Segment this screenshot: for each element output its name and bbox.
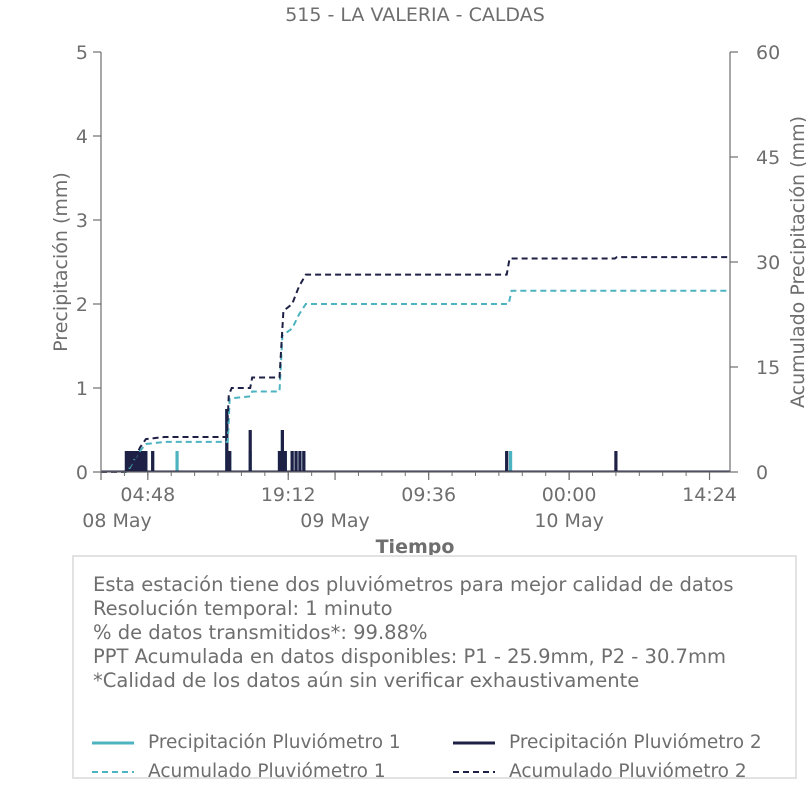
- info-line-resolution: Resolución temporal: 1 minuto: [93, 597, 393, 620]
- x-tick-label-0936: 09:36: [401, 484, 456, 506]
- bar-2-13: [228, 451, 232, 472]
- bar-2-9: [142, 451, 146, 472]
- bar-2-19: [294, 451, 298, 472]
- legend-swatch-acc-p2: [453, 771, 495, 773]
- bar-2-8: [140, 451, 144, 472]
- bar-2-22: [505, 451, 509, 472]
- bar-2-16: [280, 430, 284, 472]
- cumulative-line-p2: [101, 256, 730, 473]
- bar-2-7: [138, 451, 142, 472]
- plot-area: [101, 256, 730, 473]
- x-day-label-09-May: 09 May: [300, 510, 370, 532]
- legend-label-p1: Precipitación Pluviómetro 1: [148, 732, 401, 753]
- bar-2-20: [298, 451, 302, 472]
- bar-2-21: [302, 451, 306, 472]
- x-day-label-08-May: 08 May: [82, 510, 152, 532]
- y-axis-label: Precipitación (mm): [50, 172, 72, 352]
- y2-tick-label-45: 45: [756, 147, 780, 169]
- info-line-dual-gauge: Esta estación tiene dos pluviómetros par…: [93, 573, 734, 596]
- bar-2-0: [124, 451, 128, 472]
- bar-2-11: [151, 451, 155, 472]
- legend-label-acc-p2: Acumulado Pluviómetro 2: [509, 761, 747, 782]
- info-line-transmitted: % de datos transmitidos*: 99.88%: [93, 621, 428, 644]
- y-tick-label-4: 4: [76, 126, 88, 148]
- bar-2-1: [126, 451, 130, 472]
- info-panel: Esta estación tiene dos pluviómetros par…: [72, 555, 797, 782]
- bar-2-14: [248, 430, 252, 472]
- x-axis-label: Tiempo: [376, 536, 455, 558]
- bar-2-12: [225, 409, 229, 472]
- bar-2-23: [614, 451, 618, 472]
- bar-2-2: [128, 451, 132, 472]
- y-tick-label-3: 3: [76, 210, 88, 232]
- legend-swatch-p1: [92, 741, 134, 745]
- x-tick-label-0000: 00:00: [542, 484, 597, 506]
- y2-tick-label-60: 60: [756, 42, 780, 64]
- x-tick-label-0448: 04:48: [120, 484, 175, 506]
- rainfall-chart: 515 - LA VALERIA - CALDAS 01234501530456…: [50, 4, 806, 558]
- legend-swatch-acc-p1: [92, 771, 134, 773]
- info-line-accumulated: PPT Acumulada en datos disponibles: P1 -…: [93, 645, 726, 668]
- bar-2-18: [290, 451, 294, 472]
- bar-2-17: [283, 451, 287, 472]
- chart-title: 515 - LA VALERIA - CALDAS: [285, 4, 545, 26]
- x-day-label-10-May: 10 May: [534, 510, 604, 532]
- bar-2-3: [130, 451, 134, 472]
- info-text: Esta estación tiene dos pluviómetros par…: [93, 573, 734, 693]
- bar-2-4: [132, 451, 136, 472]
- y2-tick-label-15: 15: [756, 357, 780, 379]
- bar-2-10: [144, 451, 148, 472]
- cumulative-line-p1: [101, 289, 730, 473]
- legend-label-p2: Precipitación Pluviómetro 2: [509, 732, 762, 753]
- y2-tick-label-30: 30: [756, 252, 780, 274]
- bar-2-15: [277, 451, 282, 472]
- y-tick-label-5: 5: [76, 42, 88, 64]
- bar-1-22: [508, 451, 513, 472]
- x-tick-label-1424: 14:24: [682, 484, 737, 506]
- y2-tick-label-0: 0: [756, 462, 768, 484]
- y-tick-label-1: 1: [76, 378, 88, 400]
- y-tick-label-2: 2: [76, 294, 88, 316]
- y-tick-label-0: 0: [76, 462, 88, 484]
- x-tick-label-1912: 19:12: [261, 484, 316, 506]
- y2-axis-label: Acumulado Precipitación (mm): [787, 116, 806, 408]
- legend-swatch-p2: [453, 741, 495, 745]
- bar-1-10: [175, 451, 179, 472]
- bar-2-6: [136, 451, 140, 472]
- legend-label-acc-p1: Acumulado Pluviómetro 1: [148, 761, 386, 782]
- info-line-quality-note: *Calidad de los datos aún sin verificar …: [93, 669, 640, 692]
- bar-2-5: [134, 451, 138, 472]
